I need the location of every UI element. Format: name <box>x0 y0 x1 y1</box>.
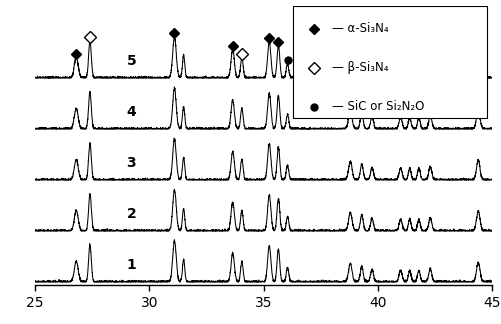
FancyBboxPatch shape <box>293 6 486 118</box>
Text: 5: 5 <box>126 54 136 68</box>
Text: 2: 2 <box>126 207 136 221</box>
Text: 1: 1 <box>126 258 136 272</box>
Text: 3: 3 <box>126 156 136 170</box>
Text: — α-Si₃N₄: — α-Si₃N₄ <box>332 22 388 35</box>
Text: — SiC or Si₂N₂O: — SiC or Si₂N₂O <box>332 100 424 113</box>
Text: 4: 4 <box>126 105 136 119</box>
Text: — β-Si₃N₄: — β-Si₃N₄ <box>332 61 388 74</box>
